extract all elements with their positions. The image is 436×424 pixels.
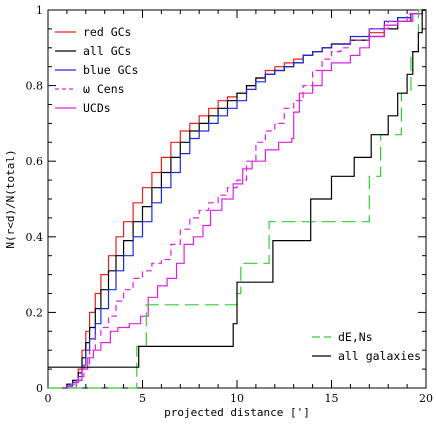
x-tick-label: 5 — [139, 392, 146, 405]
y-tick-label: 0 — [36, 382, 43, 395]
x-tick-label: 15 — [325, 392, 339, 405]
legend-label: all galaxies — [338, 349, 421, 363]
legend-label: UCDs — [83, 101, 111, 115]
series-layer — [48, 9, 426, 389]
legend-bottom-right: dE,Ns all galaxies — [312, 330, 421, 363]
x-tick-label: 20 — [419, 392, 433, 405]
tick-labels: 0 5 10 15 20 0 0.2 0.4 0.6 0.8 1 — [26, 4, 434, 405]
legend-label: all GCs — [83, 44, 131, 58]
series-line-ucds — [63, 9, 426, 389]
y-tick-label: 0.8 — [26, 80, 44, 93]
axis-ticks — [47, 9, 427, 389]
y-tick-label: 1 — [36, 4, 43, 17]
series-line-de-ns — [48, 9, 426, 389]
series-line--cens — [63, 9, 426, 389]
legend-top-left: red GCs all GCs blue GCs ω Cens UCDs — [55, 25, 138, 115]
y-tick-label: 0.4 — [26, 231, 44, 244]
legend-label: dE,Ns — [338, 330, 373, 344]
legend-label: blue GCs — [83, 63, 138, 77]
legend-label: ω Cens — [83, 82, 125, 96]
legend-label: red GCs — [83, 25, 131, 39]
plot-area: red GCs all GCs blue GCs ω Cens UCDs dE,Ns all… — [47, 9, 427, 389]
x-axis-title: projected distance ['] — [164, 406, 310, 419]
series-line-all-galaxies — [48, 9, 426, 368]
y-tick-label: 0.6 — [26, 155, 44, 168]
legend-layer: red GCs all GCs blue GCs ω Cens UCDs dE,Ns all… — [55, 25, 421, 363]
y-axis-title: N(r<d)/N(total) — [4, 149, 17, 248]
y-tick-label: 0.2 — [26, 306, 44, 319]
x-tick-label: 10 — [230, 392, 244, 405]
x-tick-label: 0 — [45, 392, 52, 405]
